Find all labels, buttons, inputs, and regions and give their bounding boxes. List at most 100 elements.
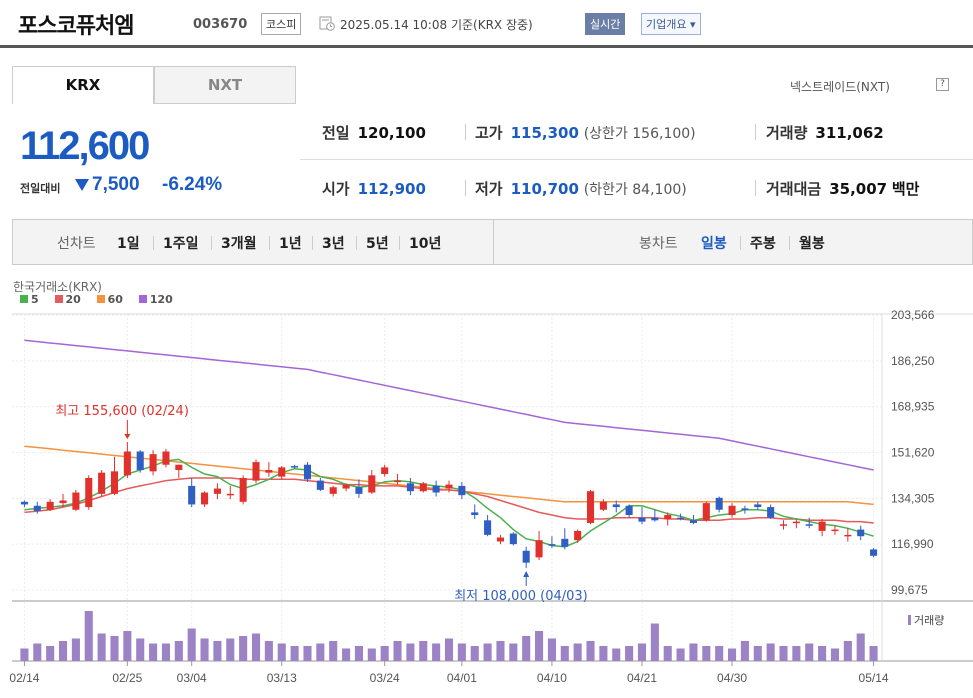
volume-bar <box>303 646 312 661</box>
candle-body <box>355 487 363 494</box>
candle-body <box>651 517 659 521</box>
candle-body <box>278 467 286 477</box>
candle-body <box>239 477 247 502</box>
company-overview-dropdown[interactable]: 기업개요 ▾ <box>641 13 701 35</box>
volume-bar <box>586 641 595 661</box>
volume-bar <box>342 648 351 661</box>
realtime-button[interactable]: 실시간 <box>585 13 626 35</box>
stat-label: 저가 <box>475 180 503 198</box>
x-tick-label: 03/13 <box>267 671 297 685</box>
candle-body <box>201 492 209 505</box>
volume-bar <box>676 648 685 661</box>
volume-bar <box>380 646 389 661</box>
stat-open: 시가 112,900 <box>322 178 426 199</box>
volume-bar <box>830 648 840 661</box>
diff-label: 전일대비 <box>20 182 61 195</box>
candle-body <box>136 451 144 471</box>
volume-bar <box>715 646 724 661</box>
down-triangle-icon <box>75 179 89 191</box>
volume-bar <box>663 646 672 661</box>
divider <box>153 236 154 250</box>
divider <box>269 236 270 250</box>
volume-bar <box>792 646 801 661</box>
volume-bar <box>843 641 852 661</box>
candle-body <box>85 477 93 508</box>
divider <box>493 220 494 264</box>
volume-bar <box>161 643 170 661</box>
divider <box>740 236 741 250</box>
candle-body <box>432 485 440 493</box>
stock-name: 포스코퓨처엠 <box>18 14 134 39</box>
x-tick-label: 04/21 <box>627 671 657 685</box>
candle-body <box>870 549 878 556</box>
volume-bar <box>33 643 42 661</box>
stock-code: 003670 <box>193 17 248 32</box>
period-5y[interactable]: 5년 <box>366 236 389 252</box>
x-tick-label: 03/04 <box>177 671 207 685</box>
candle-body <box>754 504 762 508</box>
volume-legend-swatch <box>908 615 911 625</box>
y-tick-label: 168,935 <box>891 400 935 414</box>
y-tick-label: 203,566 <box>891 308 935 322</box>
volume-bar <box>226 638 235 661</box>
volume-bar <box>393 641 402 661</box>
volume-bar <box>277 643 286 661</box>
candle-body <box>329 487 337 494</box>
candle-monthly[interactable]: 월봉 <box>799 236 825 252</box>
volume-bar <box>483 643 492 661</box>
candle-chart-label: 봉차트 <box>639 236 678 252</box>
volume-bar <box>200 638 209 661</box>
candle-body <box>599 501 607 510</box>
legend-ma60: 60 <box>96 293 123 306</box>
volume-bar <box>612 648 621 661</box>
volume-bar <box>46 646 55 661</box>
volume-bar <box>766 643 775 661</box>
candle-body <box>612 504 620 508</box>
period-3y[interactable]: 3년 <box>322 236 345 252</box>
chart-source-title: 한국거래소(KRX) <box>13 280 102 294</box>
volume-bar <box>149 643 158 661</box>
tab-nxt[interactable]: NXT <box>154 66 296 104</box>
volume-bar <box>509 643 518 661</box>
basis-text: 기준(KRX 장중) <box>450 18 533 32</box>
ma120-line <box>24 339 874 471</box>
divider <box>755 180 756 196</box>
tab-krx[interactable]: KRX <box>12 66 154 104</box>
candle-daily[interactable]: 일봉 <box>701 236 727 252</box>
candle-body <box>419 483 427 492</box>
volume-bar <box>805 643 814 661</box>
help-icon[interactable]: ? <box>936 78 949 91</box>
candle-body <box>844 534 852 537</box>
candle-body <box>471 512 479 516</box>
period-1w[interactable]: 1주일 <box>163 236 199 252</box>
candle-weekly[interactable]: 주봉 <box>750 236 776 252</box>
volume-bar <box>58 641 68 661</box>
legend-label: 20 <box>65 293 81 306</box>
stat-label: 시가 <box>322 180 350 198</box>
period-3m[interactable]: 3개월 <box>221 236 257 252</box>
candle-body <box>574 530 582 541</box>
candle-body <box>779 524 788 526</box>
volume-bar <box>432 643 441 661</box>
candle-body <box>303 464 312 480</box>
high-annotation: 최고 155,600 (02/24) <box>55 404 189 419</box>
y-tick-label: 134,305 <box>891 491 935 505</box>
y-tick-label: 151,620 <box>891 446 935 460</box>
candle-body <box>445 484 453 489</box>
volume-legend-label: 거래량 <box>914 614 945 627</box>
chart-period-bar: 선차트 1일 1주일 3개월 1년 3년 5년 10년 봉차트 일봉 주봉 월봉 <box>12 219 973 265</box>
period-10y[interactable]: 10년 <box>409 236 442 252</box>
candle-body <box>175 464 183 471</box>
stat-value: 311,062 <box>815 124 884 142</box>
quote-datetime: 2025.05.14 10:08 기준(KRX 장중) <box>340 16 533 33</box>
candle-body <box>728 505 736 516</box>
candle-body <box>123 451 131 476</box>
market-badge: 코스피 <box>261 13 302 35</box>
period-1d[interactable]: 1일 <box>117 236 140 252</box>
candle-body <box>509 533 517 545</box>
diff-percent: -6.24% <box>162 174 223 195</box>
nextrade-link[interactable]: 넥스트레이드(NXT) <box>790 80 890 94</box>
period-1y[interactable]: 1년 <box>279 236 302 252</box>
stat-value: 110,700 <box>510 180 579 198</box>
